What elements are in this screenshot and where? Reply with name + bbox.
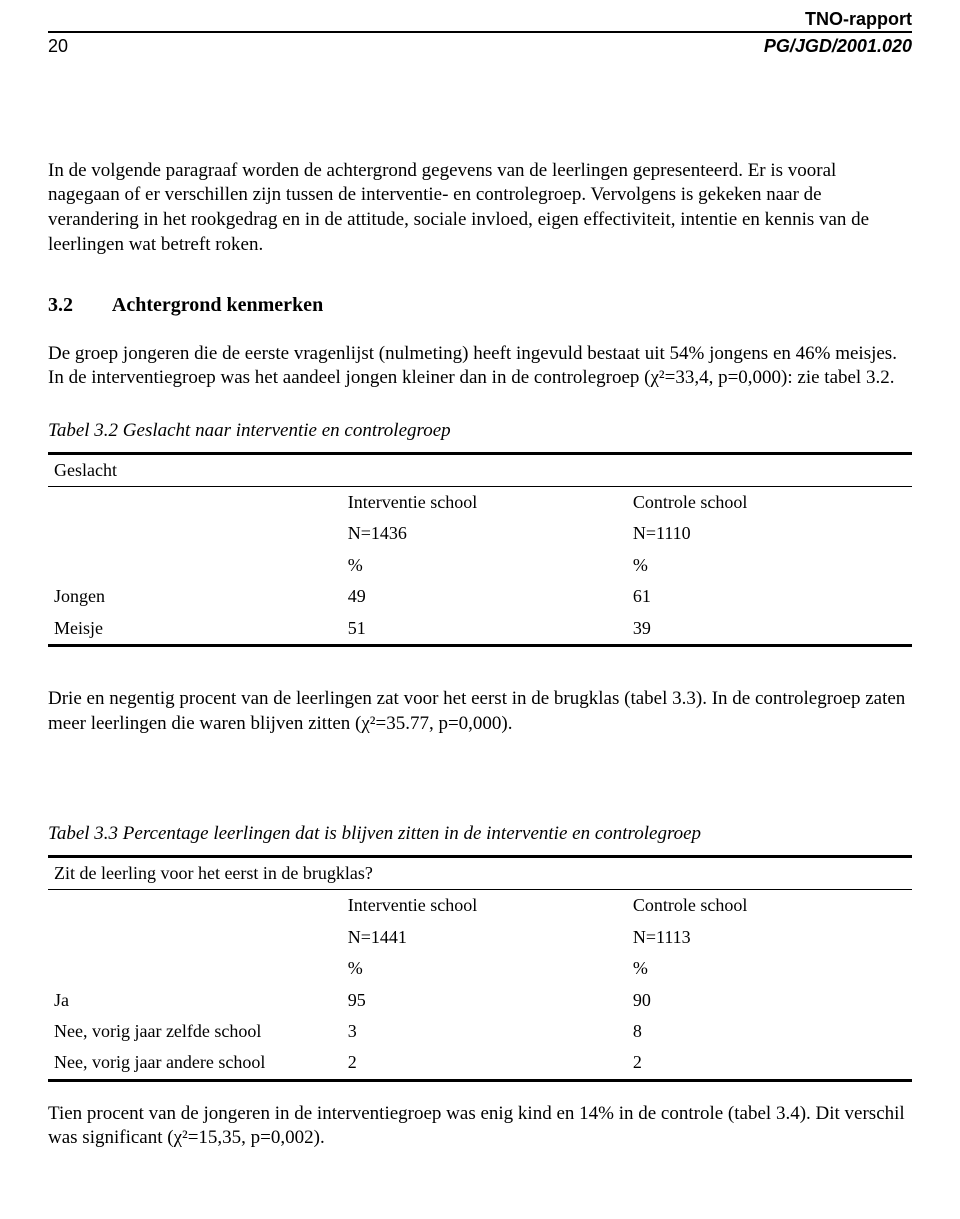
table-n: N=1436 bbox=[342, 518, 627, 549]
header-row: 20 PG/JGD/2001.020 bbox=[48, 35, 912, 58]
table-cell: 51 bbox=[342, 613, 627, 646]
table-row: Interventie school Controle school bbox=[48, 890, 912, 922]
table-cell: 61 bbox=[627, 581, 912, 612]
table-caption-32: Tabel 3.2 Geslacht naar interventie en c… bbox=[48, 419, 912, 444]
table-row: Nee, vorig jaar zelfde school 3 8 bbox=[48, 1016, 912, 1047]
table-cell bbox=[48, 486, 342, 518]
table-n: N=1110 bbox=[627, 518, 912, 549]
header-rule bbox=[48, 31, 912, 33]
table-cell: Nee, vorig jaar zelfde school bbox=[48, 1016, 342, 1047]
table-row: Nee, vorig jaar andere school 2 2 bbox=[48, 1047, 912, 1080]
table-cell bbox=[48, 550, 342, 581]
table-col-head: Interventie school bbox=[342, 486, 627, 518]
table-title-row: Zit de leerling voor het eerst in de bru… bbox=[48, 857, 912, 890]
table-row: Jongen 49 61 bbox=[48, 581, 912, 612]
page-number: 20 bbox=[48, 35, 68, 58]
table-cell: 3 bbox=[342, 1016, 627, 1047]
table-33: Zit de leerling voor het eerst in de bru… bbox=[48, 855, 912, 1082]
table-row: N=1436 N=1110 bbox=[48, 518, 912, 549]
intro-paragraph: In de volgende paragraaf worden de achte… bbox=[48, 159, 912, 258]
table-pct: % bbox=[342, 550, 627, 581]
section-paragraph: De groep jongeren die de eerste vragenli… bbox=[48, 342, 912, 391]
table-cell: 39 bbox=[627, 613, 912, 646]
table-row: Geslacht bbox=[48, 453, 912, 486]
table-32: Geslacht Interventie school Controle sch… bbox=[48, 452, 912, 647]
page: TNO-rapport 20 PG/JGD/2001.020 In de vol… bbox=[0, 8, 960, 1219]
table-col-head: Interventie school bbox=[342, 890, 627, 922]
section-title: Achtergrond kenmerken bbox=[112, 294, 323, 316]
table-row: % % bbox=[48, 953, 912, 984]
table-row: Interventie school Controle school bbox=[48, 486, 912, 518]
table-pct: % bbox=[627, 550, 912, 581]
table-row: Meisje 51 39 bbox=[48, 613, 912, 646]
spacer bbox=[48, 764, 912, 812]
table-pct: % bbox=[342, 953, 627, 984]
table-pct: % bbox=[627, 953, 912, 984]
table-row: Zit de leerling voor het eerst in de bru… bbox=[48, 857, 912, 890]
table-col-head: Controle school bbox=[627, 890, 912, 922]
table-col-head: Controle school bbox=[627, 486, 912, 518]
table-cell: 2 bbox=[627, 1047, 912, 1080]
table-cell: Ja bbox=[48, 985, 342, 1016]
table-cell: 95 bbox=[342, 985, 627, 1016]
table-cell: 49 bbox=[342, 581, 627, 612]
table-cell: 8 bbox=[627, 1016, 912, 1047]
section-heading: 3.2 Achtergrond kenmerken bbox=[48, 292, 912, 318]
table-cell: Nee, vorig jaar andere school bbox=[48, 1047, 342, 1080]
report-label: TNO-rapport bbox=[48, 8, 912, 31]
table-n: N=1441 bbox=[342, 922, 627, 953]
table-title-row: Geslacht bbox=[48, 453, 912, 486]
table-cell: 2 bbox=[342, 1047, 627, 1080]
table-caption-33: Tabel 3.3 Percentage leerlingen dat is b… bbox=[48, 822, 912, 847]
doc-id: PG/JGD/2001.020 bbox=[764, 35, 912, 58]
table-n: N=1113 bbox=[627, 922, 912, 953]
table-cell: Jongen bbox=[48, 581, 342, 612]
table-cell bbox=[48, 890, 342, 922]
section-number: 3.2 bbox=[48, 294, 73, 316]
after-table-33: Tien procent van de jongeren in de inter… bbox=[48, 1102, 912, 1151]
table-row: % % bbox=[48, 550, 912, 581]
table-cell bbox=[48, 922, 342, 953]
after-table-32: Drie en negentig procent van de leerling… bbox=[48, 687, 912, 736]
table-row: Ja 95 90 bbox=[48, 985, 912, 1016]
table-row: N=1441 N=1113 bbox=[48, 922, 912, 953]
table-cell: Meisje bbox=[48, 613, 342, 646]
table-cell bbox=[48, 518, 342, 549]
table-cell: 90 bbox=[627, 985, 912, 1016]
table-cell bbox=[48, 953, 342, 984]
